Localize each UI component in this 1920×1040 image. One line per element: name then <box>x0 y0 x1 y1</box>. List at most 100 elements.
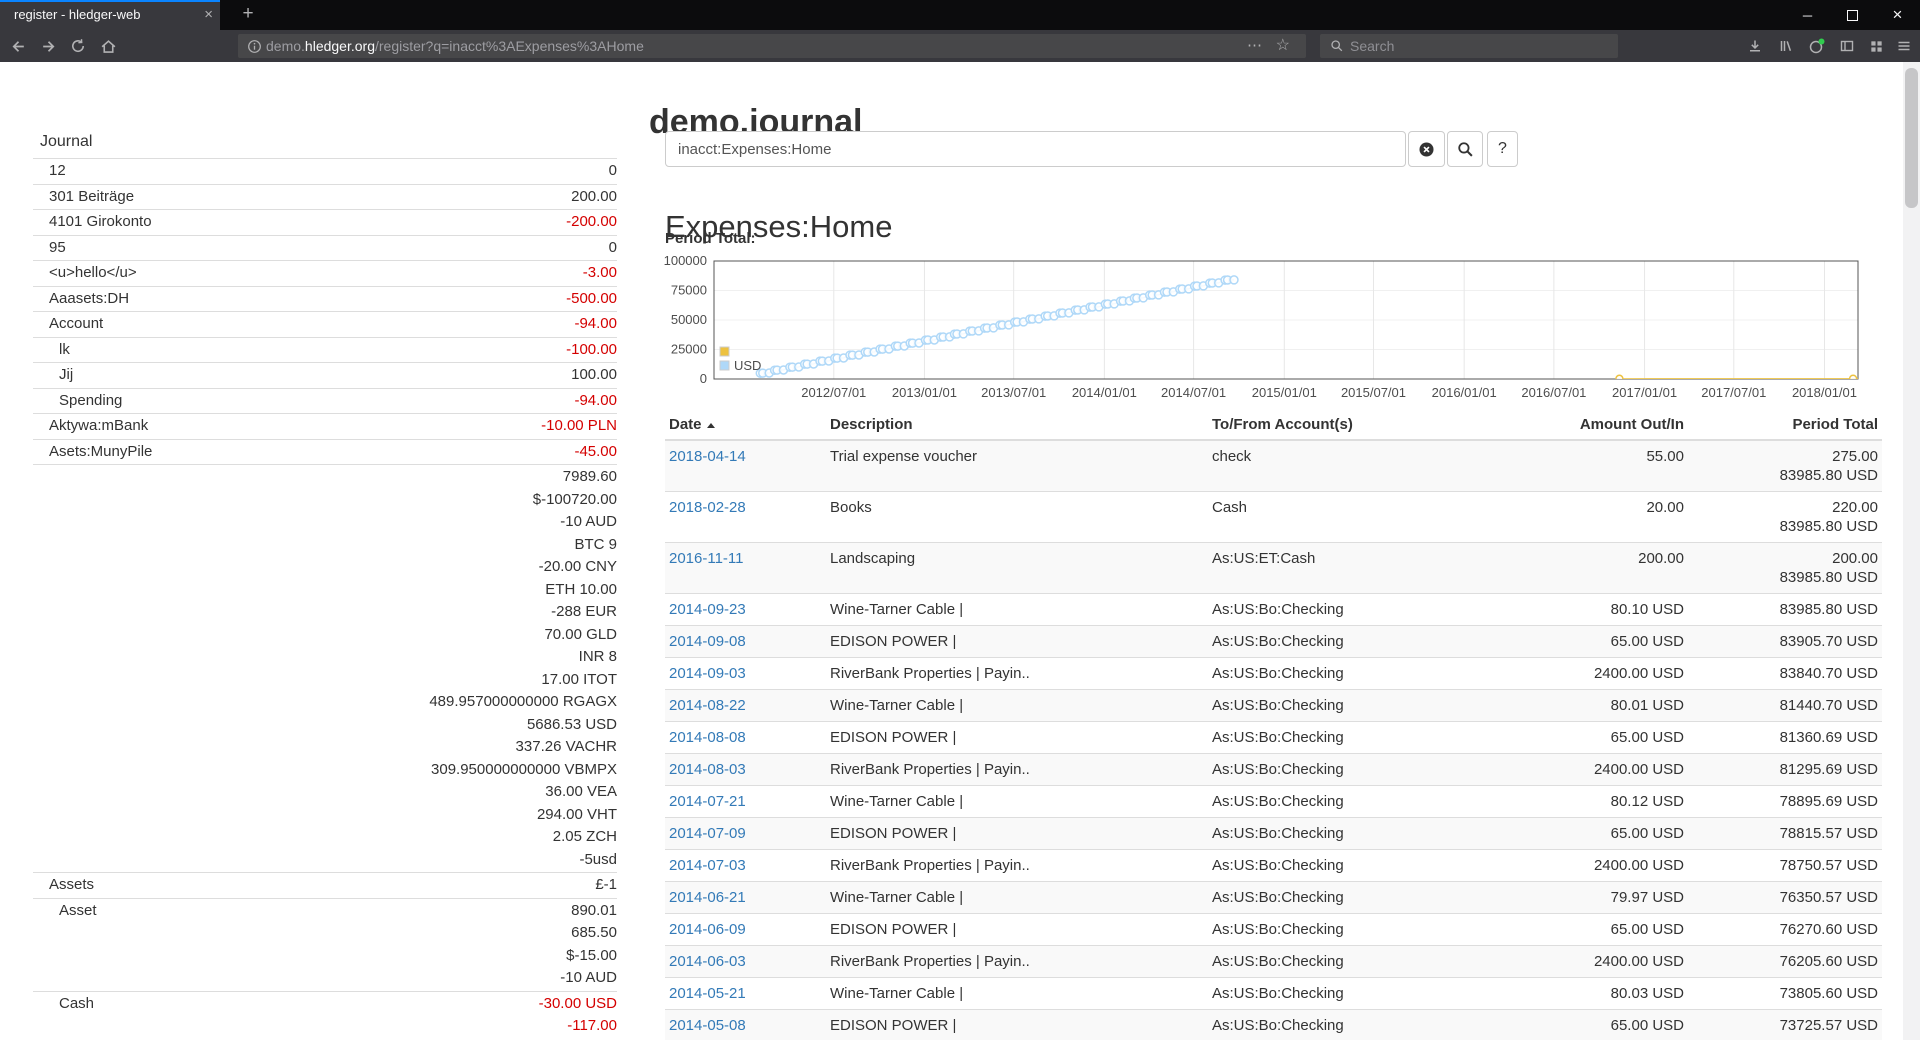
account-balance: -3.00 <box>582 264 617 281</box>
query-input[interactable] <box>665 131 1406 167</box>
sidebar-account-link[interactable]: Asset <box>59 901 97 919</box>
register-account: As:US:Bo:Checking <box>1208 657 1488 690</box>
register-account: As:US:Bo:Checking <box>1208 945 1488 978</box>
account-balance: -30.00 USD <box>538 994 617 1012</box>
register-account: As:US:Bo:Checking <box>1208 977 1488 1010</box>
sidebar-account-link[interactable]: Aaasets:DH <box>49 289 130 307</box>
apps-grid-button[interactable] <box>1862 34 1890 58</box>
period-total-chart: 0 25000 50000 75000 100000 2012/07/01 2013/01/… <box>664 253 1859 400</box>
register-date-link[interactable]: 2014-08-08 <box>669 729 746 746</box>
account-balance: -20.00 CNY <box>538 558 617 575</box>
sidebar-account-link[interactable]: <u>hello</u> <box>49 264 137 281</box>
sidebar-account-row: 7989.60 $-100720.00 -10 AUD BTC 9 -20.00 CNY… <box>33 464 617 873</box>
svg-text:2014/01/01: 2014/01/01 <box>1072 385 1137 400</box>
bookmark-star-icon[interactable]: ☆ <box>1275 37 1290 54</box>
minimize-button[interactable]: ─ <box>1802 7 1813 23</box>
downloads-button[interactable] <box>1741 34 1769 58</box>
register-row: 2014-06-09 EDISON POWER | As:US:Bo:Checkin… <box>665 913 1882 946</box>
column-header-period-total[interactable]: Period Total <box>1688 410 1882 441</box>
register-date-link[interactable]: 2014-07-09 <box>669 825 746 842</box>
library-button[interactable] <box>1772 34 1800 58</box>
sidebar-account-row: Assets £-1 <box>33 872 617 899</box>
forward-button[interactable] <box>34 34 62 58</box>
home-button[interactable] <box>94 34 122 58</box>
register-account: As:US:Bo:Checking <box>1208 721 1488 754</box>
account-balance: 294.00 VHT <box>536 805 617 823</box>
register-amount: 65.00 USD <box>1488 625 1688 658</box>
url-bar[interactable]: demo.hledger.org/register?q=inacct%3AExp… <box>238 34 1306 58</box>
extension-button[interactable] <box>1803 34 1831 58</box>
window-controls: ─ × <box>1785 0 1920 30</box>
register-date-link[interactable]: 2014-09-08 <box>669 633 746 650</box>
register-date-link[interactable]: 2016-11-11 <box>669 550 744 567</box>
sidebar-account-link[interactable]: 12 <box>49 162 66 179</box>
register-date-link[interactable]: 2014-05-21 <box>669 985 746 1002</box>
column-header-description[interactable]: Description <box>826 410 1208 441</box>
menu-button[interactable] <box>1890 34 1918 58</box>
register-period-total: 73805.60 USD <box>1688 977 1882 1010</box>
maximize-button[interactable] <box>1830 0 1875 30</box>
maximize-icon <box>1847 9 1858 21</box>
sidebar-icon <box>1840 40 1854 52</box>
page-scrollbar[interactable] <box>1903 62 1920 1040</box>
sidebar-account-row: lk -100.00 <box>33 337 617 363</box>
account-balance: 7989.60 <box>562 468 617 485</box>
register-date-link[interactable]: 2014-07-03 <box>669 857 746 874</box>
site-info-icon[interactable] <box>247 39 262 54</box>
browser-tab[interactable]: register - hledger-web × <box>0 0 220 30</box>
sidebar-account-link[interactable]: Aktywa:mBank <box>49 417 149 434</box>
sidebar-account-link[interactable]: 95 <box>49 238 66 256</box>
search-help-button[interactable]: ? <box>1487 131 1518 167</box>
register-period-total: 83840.70 USD <box>1688 657 1882 690</box>
sidebar-account-link[interactable]: Asets:MunyPile <box>49 442 153 460</box>
register-date-link[interactable]: 2014-07-21 <box>669 793 746 810</box>
tab-close-icon[interactable]: × <box>204 6 213 23</box>
column-header-account[interactable]: To/From Account(s) <box>1208 410 1488 441</box>
account-balance: 489.957000000000 RGAGX <box>429 693 617 710</box>
column-header-amount[interactable]: Amount Out/In <box>1488 410 1688 441</box>
scrollbar-thumb[interactable] <box>1905 68 1918 208</box>
sidebar-account-link[interactable]: 301 Beiträge <box>49 187 135 205</box>
register-description: Landscaping <box>826 542 1208 594</box>
sidebar-journal-link[interactable]: Journal <box>40 133 93 150</box>
close-button[interactable]: × <box>1892 5 1903 24</box>
sidebar-account-link[interactable]: Spending <box>59 391 123 409</box>
browser-toolbar: demo.hledger.org/register?q=inacct%3AExp… <box>0 30 1920 62</box>
register-date-link[interactable]: 2014-08-22 <box>669 697 746 714</box>
svg-text:USD: USD <box>734 358 761 373</box>
register-amount: 80.01 USD <box>1488 689 1688 722</box>
page-actions-icon[interactable]: ⋯ <box>1247 37 1262 54</box>
sidebar-account-link[interactable]: Account <box>49 315 104 332</box>
sidebars-button[interactable] <box>1833 34 1861 58</box>
back-button[interactable] <box>4 34 32 58</box>
browser-search-bar[interactable]: Search <box>1320 34 1618 58</box>
account-balance: -45.00 <box>574 442 617 460</box>
new-tab-button[interactable]: + <box>242 3 254 24</box>
register-date-link[interactable]: 2014-06-03 <box>669 953 746 970</box>
sidebar-account-link[interactable]: Jij <box>59 366 74 383</box>
register-date-link[interactable]: 2018-02-28 <box>669 499 746 516</box>
account-balance: 890.01 <box>571 901 617 919</box>
clear-query-button[interactable] <box>1408 131 1445 167</box>
register-date-link[interactable]: 2014-09-23 <box>669 601 746 618</box>
sidebar-account-link[interactable]: lk <box>59 340 70 358</box>
register-description: RiverBank Properties | Payin.. <box>826 753 1208 786</box>
search-submit-button[interactable] <box>1447 131 1483 167</box>
home-icon <box>101 39 115 53</box>
reload-button[interactable] <box>64 34 92 58</box>
sidebar-account-link[interactable]: Cash <box>59 994 95 1012</box>
grid-icon <box>1870 40 1882 52</box>
register-row: 2014-05-21 Wine-Tarner Cable | As:US:Bo:Ch… <box>665 977 1882 1010</box>
sidebar-account-link[interactable]: 4101 Girokonto <box>49 213 152 230</box>
register-date-link[interactable]: 2018-04-14 <box>669 448 746 465</box>
sidebar-account-link[interactable]: Assets <box>49 876 95 893</box>
register-date-link[interactable]: 2014-06-09 <box>669 921 746 938</box>
register-date-link[interactable]: 2014-06-21 <box>669 889 746 906</box>
register-date-link[interactable]: 2014-08-03 <box>669 761 746 778</box>
register-description: EDISON POWER | <box>826 625 1208 658</box>
column-header-date[interactable]: Date <box>665 410 826 441</box>
account-balance: -94.00 <box>574 391 617 409</box>
register-date-link[interactable]: 2014-09-03 <box>669 665 746 682</box>
register-date-link[interactable]: 2014-05-08 <box>669 1017 746 1034</box>
register-row: 2014-08-08 EDISON POWER | As:US:Bo:Checkin… <box>665 721 1882 754</box>
